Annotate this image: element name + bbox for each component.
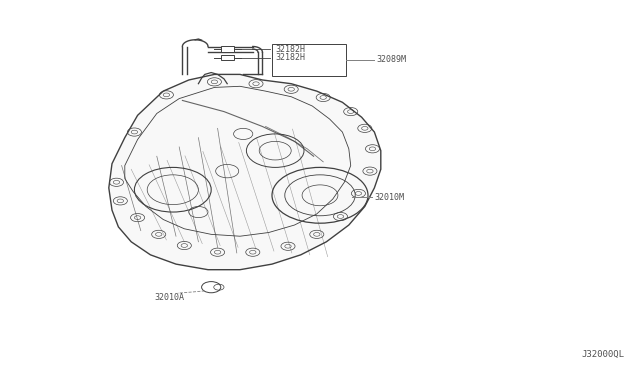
Bar: [221, 46, 234, 52]
Bar: [221, 55, 234, 60]
Circle shape: [226, 57, 228, 58]
Text: 32010M: 32010M: [374, 193, 404, 202]
Text: 32010A: 32010A: [155, 293, 184, 302]
Text: 32089M: 32089M: [376, 55, 406, 64]
Text: 32182H: 32182H: [275, 53, 305, 62]
Polygon shape: [109, 74, 381, 270]
Bar: [272, 44, 346, 76]
Text: 32182H: 32182H: [275, 45, 305, 54]
Circle shape: [226, 48, 228, 50]
Text: J32000QL: J32000QL: [581, 350, 624, 359]
